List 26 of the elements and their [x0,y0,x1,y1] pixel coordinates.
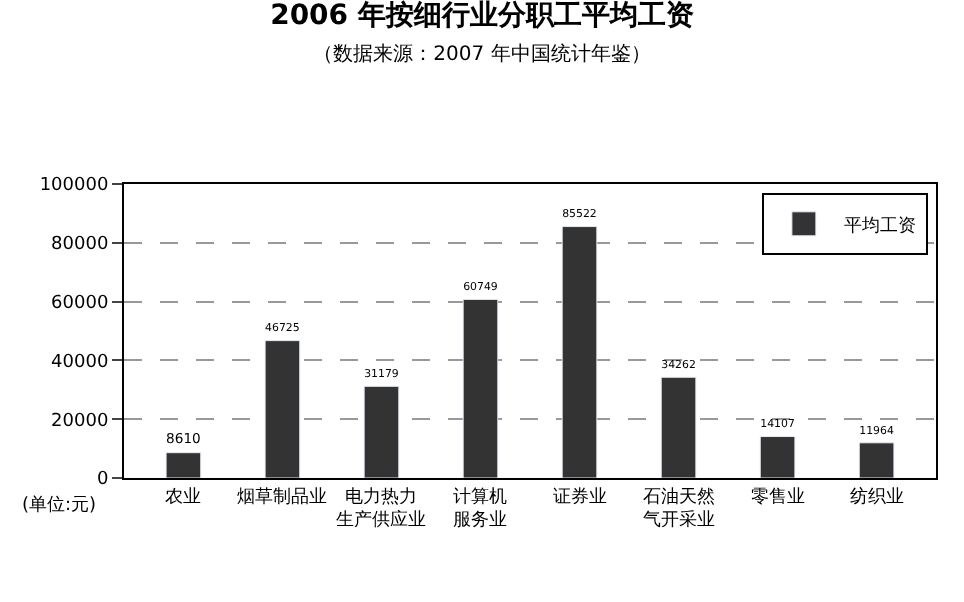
x-tick-label: 石油天然气开采业 [642,485,715,531]
y-tick-label: 0 [96,470,109,491]
y-tick-label: 20000 [51,411,109,432]
x-tick-label: 纺织业 [849,485,904,508]
x-tick-label: 零售业 [750,485,805,508]
text: (单位:元) [22,494,97,516]
bar [462,298,499,478]
x-tick-label: 计算机服务业 [453,485,508,531]
legend-label: 平均工资 [843,214,916,237]
bar [363,385,400,478]
y-tick-label: 60000 [51,293,109,314]
bar [165,452,202,478]
bar [264,340,301,478]
bar [561,226,598,478]
bar [858,442,895,478]
x-tick-label: 证券业 [552,485,607,508]
y-tick-label: 100000 [39,176,109,197]
bar [759,436,796,478]
chart-subtitle: （数据来源：2007 年中国统计年鉴） [313,42,651,67]
x-tick-label: 农业 [165,485,202,508]
chart-title: 2006 年按细行业分职工平均工资 [270,0,694,33]
y-tick-label: 80000 [51,235,109,256]
x-tick-label: 烟草制品业 [237,485,328,508]
y-tick-label: 40000 [51,352,109,373]
x-tick-label: 电力热力生产供应业 [336,485,427,531]
bar [660,376,697,478]
